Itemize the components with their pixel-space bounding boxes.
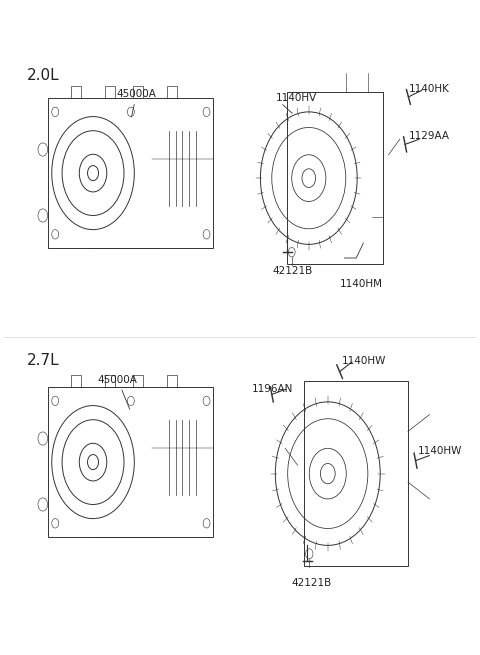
Bar bbox=[71, 86, 81, 98]
Text: 1140HV: 1140HV bbox=[276, 94, 317, 103]
Text: 1140HK: 1140HK bbox=[408, 83, 449, 94]
Text: 2.0L: 2.0L bbox=[26, 67, 59, 83]
Bar bbox=[106, 375, 115, 386]
Text: 1140HM: 1140HM bbox=[340, 279, 383, 289]
Text: 2.7L: 2.7L bbox=[26, 354, 59, 369]
Text: 1129AA: 1129AA bbox=[408, 131, 449, 141]
Text: 1140HW: 1140HW bbox=[342, 356, 386, 366]
Text: 1140HW: 1140HW bbox=[418, 446, 462, 456]
Bar bbox=[168, 86, 177, 98]
Bar bbox=[106, 86, 115, 98]
Text: 1196AN: 1196AN bbox=[252, 384, 293, 394]
Text: 42121B: 42121B bbox=[272, 266, 312, 276]
Bar bbox=[168, 375, 177, 386]
Bar bbox=[133, 375, 143, 386]
Text: 42121B: 42121B bbox=[291, 578, 332, 588]
Text: 45000A: 45000A bbox=[97, 375, 138, 409]
Text: 45000A: 45000A bbox=[117, 89, 156, 117]
Bar bbox=[71, 375, 81, 386]
Bar bbox=[133, 86, 143, 98]
